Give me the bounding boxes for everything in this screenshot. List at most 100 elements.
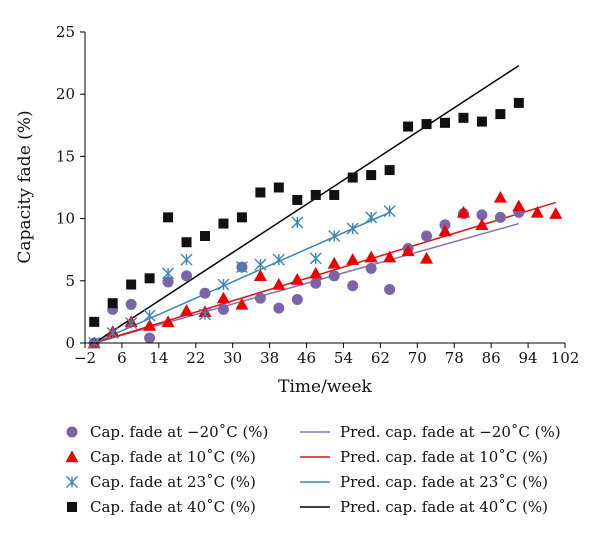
- series-3-point: [89, 316, 100, 327]
- x-axis-title: Time/week: [278, 377, 372, 397]
- series-2-point: [180, 253, 193, 266]
- x-tick-label: 102: [551, 349, 580, 367]
- data-marks: [87, 64, 563, 349]
- series-1-point: [216, 291, 230, 304]
- series-0-point: [291, 293, 303, 305]
- legend-label: Cap. fade at 40˚C (%): [90, 498, 256, 516]
- y-tick-label: 20: [56, 85, 75, 103]
- series-2-point: [125, 317, 138, 330]
- series-0-point: [384, 284, 396, 296]
- y-tick-label: 0: [65, 334, 75, 352]
- series-3-point: [495, 109, 506, 120]
- series-1-point: [475, 218, 489, 231]
- series-0-point: [494, 211, 506, 223]
- series-3-point: [421, 119, 432, 130]
- series-1-point: [143, 319, 157, 331]
- series-0-point: [476, 209, 488, 221]
- x-tick-label: 30: [223, 349, 242, 367]
- series-2-point: [235, 261, 248, 274]
- series-0-point: [328, 270, 340, 282]
- series-3-point: [218, 218, 229, 229]
- series-2-point: [254, 258, 267, 271]
- series-1-point: [309, 266, 323, 279]
- series-3-point: [440, 117, 450, 128]
- series-3-point: [181, 237, 192, 248]
- series-3-point: [366, 170, 377, 181]
- series-2-point: [143, 309, 156, 322]
- series-2-point: [272, 253, 285, 266]
- legend-marker-3: [67, 502, 77, 512]
- series-2-point: [383, 205, 396, 218]
- legend-marker-1: [65, 450, 79, 463]
- x-tick-label: 94: [519, 349, 538, 367]
- series-1-point: [549, 207, 563, 219]
- x-tick-label: 46: [297, 349, 316, 367]
- x-tick-label: 14: [149, 349, 168, 367]
- series-0-point: [421, 230, 433, 242]
- legend-marker-2: [66, 476, 78, 488]
- legend-marker-0: [66, 426, 78, 438]
- series-3-point: [200, 231, 210, 242]
- series-3-point: [236, 212, 247, 223]
- series-1-point: [272, 278, 286, 290]
- series-2-point: [291, 216, 304, 229]
- x-tick-label: 6: [117, 349, 127, 367]
- series-1-point: [235, 297, 249, 310]
- legend-label: Pred. cap. fade at 40˚C (%): [340, 498, 548, 516]
- legend-label: Cap. fade at 23˚C (%): [90, 473, 256, 491]
- series-0-point: [144, 332, 156, 344]
- legend-label: Cap. fade at −20˚C (%): [90, 423, 268, 441]
- prediction-line-0: [94, 222, 520, 344]
- y-tick-label: 25: [56, 23, 75, 41]
- series-3-point: [347, 172, 358, 183]
- series-2-point: [328, 230, 341, 243]
- series-0-point: [310, 277, 322, 289]
- legend: Cap. fade at −20˚C (%) Cap. fade at 10˚C …: [65, 423, 561, 516]
- series-1-point: [346, 253, 360, 265]
- series-1-point: [512, 199, 526, 212]
- series-0-point: [217, 303, 229, 315]
- series-2-point: [309, 252, 322, 265]
- series-0-point: [365, 262, 377, 274]
- axes: −2 6 14 22 30 38 46 54 62 70 78 86 94 102 0 5 10 15 20 25: [56, 23, 579, 367]
- series-3-point: [107, 298, 118, 309]
- x-tick-label: 38: [260, 349, 279, 367]
- prediction-line-1: [94, 201, 556, 344]
- series-0-point: [125, 298, 137, 310]
- series-1-point: [383, 250, 397, 263]
- x-tick-label: 54: [334, 349, 353, 367]
- series-1-point: [401, 244, 415, 257]
- series-1-point: [364, 250, 378, 263]
- series-3-point: [329, 189, 340, 200]
- series-3-point: [310, 189, 321, 200]
- series-3-point: [513, 97, 524, 108]
- series-2-point: [346, 222, 359, 235]
- series-2-point: [106, 327, 119, 340]
- x-tick-label: 86: [482, 349, 501, 367]
- legend-label: Pred. cap. fade at −20˚C (%): [340, 423, 561, 441]
- series-3-point: [403, 121, 414, 132]
- series-3-point: [273, 182, 284, 193]
- series-3-point: [163, 212, 174, 223]
- x-tick-label: 70: [408, 349, 427, 367]
- x-tick-label: 22: [186, 349, 205, 367]
- series-0-point: [199, 287, 211, 299]
- x-tick-label: −2: [74, 349, 96, 367]
- series-3-point: [476, 116, 487, 127]
- series-3-point: [292, 194, 303, 205]
- series-2-point: [162, 267, 175, 280]
- series-3-point: [458, 112, 469, 123]
- series-1-point: [290, 273, 304, 285]
- series-1-point: [180, 304, 194, 316]
- series-0-point: [181, 270, 193, 282]
- y-axis-title: Capacity fade (%): [15, 110, 35, 263]
- series-1-point: [161, 315, 175, 328]
- series-1-point: [456, 205, 470, 218]
- legend-label: Pred. cap. fade at 10˚C (%): [340, 448, 548, 466]
- series-1-point: [327, 256, 341, 269]
- y-tick-label: 5: [65, 272, 75, 290]
- series-2-point: [365, 211, 378, 224]
- x-tick-label: 78: [445, 349, 464, 367]
- series-0-point: [273, 302, 285, 314]
- series-2-point: [217, 278, 230, 291]
